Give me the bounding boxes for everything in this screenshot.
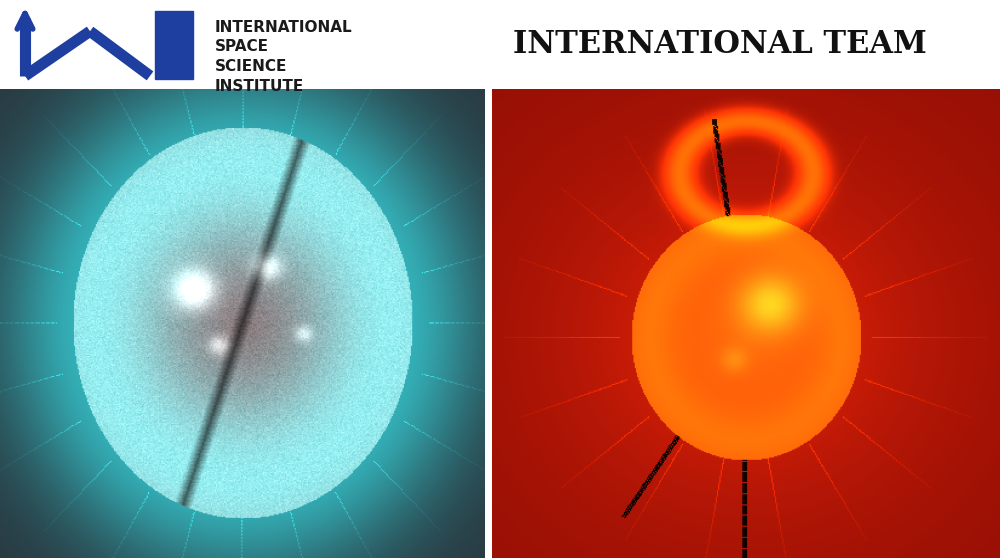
Text: SCIENCE: SCIENCE [215,59,287,74]
Bar [155,11,193,79]
Text: INSTITUTE: INSTITUTE [215,79,304,94]
Text: SPACE: SPACE [215,39,269,54]
Text: INTERNATIONAL TEAM: INTERNATIONAL TEAM [513,29,927,60]
Text: INTERNATIONAL: INTERNATIONAL [215,20,353,35]
